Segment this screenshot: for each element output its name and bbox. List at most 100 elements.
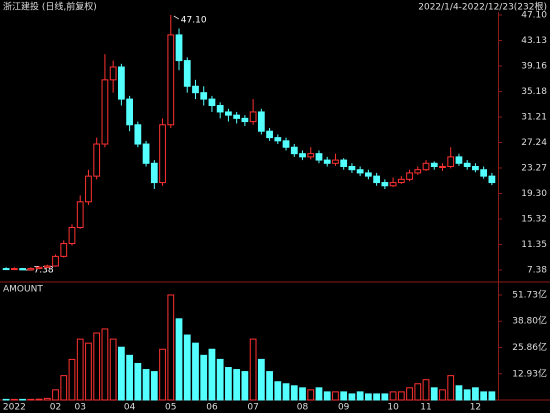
candle-body (200, 92, 208, 100)
candle-body (455, 156, 463, 164)
volume-bar (266, 371, 273, 401)
candle-body (10, 268, 18, 271)
candle-body (397, 178, 405, 184)
candle-body (430, 162, 438, 168)
candle-body (159, 124, 166, 184)
volume-bar (241, 371, 249, 401)
y-tick-label: 19.30 (521, 189, 547, 199)
candle-body (389, 182, 397, 187)
annotation-arrow (173, 15, 180, 20)
x-tick-label: 07 (247, 403, 258, 413)
x-tick-label: 08 (297, 403, 309, 413)
volume-bar (332, 391, 339, 401)
candle-body (406, 172, 413, 180)
candle-body (19, 268, 26, 271)
candle-body (150, 162, 158, 184)
volume-bar (2, 398, 10, 401)
candle-body (167, 34, 175, 126)
candle-body (192, 85, 199, 94)
candle-body (85, 175, 92, 203)
candle-body (142, 143, 150, 164)
candle-body (60, 243, 68, 257)
volume-bar (150, 371, 158, 401)
volume-bar (257, 358, 265, 401)
candle-body (307, 153, 315, 158)
volume-bar (233, 369, 241, 401)
volume-bar (225, 367, 232, 401)
candle-body (27, 268, 35, 271)
volume-bar (414, 383, 422, 401)
y-tick-label: 43.13 (521, 36, 547, 46)
chart-title: 浙江建投 (日线,前复权) (3, 1, 97, 13)
candle-body (422, 162, 430, 171)
volume-bar (85, 342, 92, 401)
volume-bar (183, 334, 191, 401)
volume-bar (463, 389, 471, 401)
volume-bar (472, 387, 479, 401)
volume-bar (480, 391, 488, 401)
volume-bar (27, 398, 35, 401)
candle-body (208, 98, 216, 107)
volume-bar (134, 362, 142, 401)
volume-bar (249, 338, 257, 401)
volume-bar (167, 294, 175, 401)
volume-bar (19, 398, 26, 401)
volume-bar (373, 393, 380, 401)
volume-bar (348, 393, 356, 401)
volume-bar (208, 348, 216, 401)
x-tick-label: 10 (387, 403, 399, 413)
volume-bar (282, 383, 290, 401)
candle-body (175, 34, 183, 62)
candle-body (274, 137, 282, 142)
min-label: 7.38 (34, 265, 54, 275)
volume-bar (192, 342, 199, 401)
x-tick-label: 2022 (3, 403, 26, 413)
y-tick-label: 39.16 (521, 61, 547, 71)
volume-bar (307, 389, 315, 401)
candle-body (118, 66, 125, 100)
candle-body (183, 60, 191, 87)
volume-bar (126, 354, 133, 401)
candle-body (257, 111, 265, 132)
candle-body (2, 268, 10, 271)
volume-bar (439, 389, 446, 401)
candle-body (447, 156, 455, 168)
y-tick-label: 25.86亿 (512, 341, 547, 353)
candle-body (126, 98, 133, 126)
volume-bar (430, 387, 438, 401)
x-tick-label: 09 (338, 403, 350, 413)
candle-body (463, 162, 471, 168)
volume-bar (35, 398, 43, 401)
volume-bar (422, 379, 430, 401)
candle-body (299, 153, 306, 158)
candle-body (93, 143, 101, 177)
candle-body (365, 172, 372, 177)
candle-body (332, 159, 339, 164)
candle-body (381, 182, 389, 187)
volume-bar (43, 397, 51, 401)
candle-body (323, 159, 331, 164)
candle-body (488, 175, 496, 184)
candle-body (249, 111, 257, 123)
volume-bar (159, 348, 166, 401)
volume-bar (101, 328, 109, 401)
volume-bar (323, 391, 331, 401)
y-tick-label: 27.24 (521, 138, 547, 148)
volume-bar (340, 391, 348, 401)
volume-bar (52, 389, 59, 401)
volume-bar (118, 346, 125, 401)
candle-body (43, 265, 51, 268)
x-tick-label: 04 (124, 403, 136, 413)
volume-bar (216, 358, 224, 401)
candle-body (225, 111, 232, 116)
candle-body (109, 66, 117, 81)
y-tick-label: 15.32 (521, 215, 547, 225)
volume-bar (356, 391, 364, 401)
volume-bar (406, 387, 413, 401)
candle-body (266, 130, 273, 139)
volume-bar (142, 369, 150, 401)
y-tick-label: 7.38 (527, 265, 547, 275)
volume-bar (10, 398, 18, 401)
